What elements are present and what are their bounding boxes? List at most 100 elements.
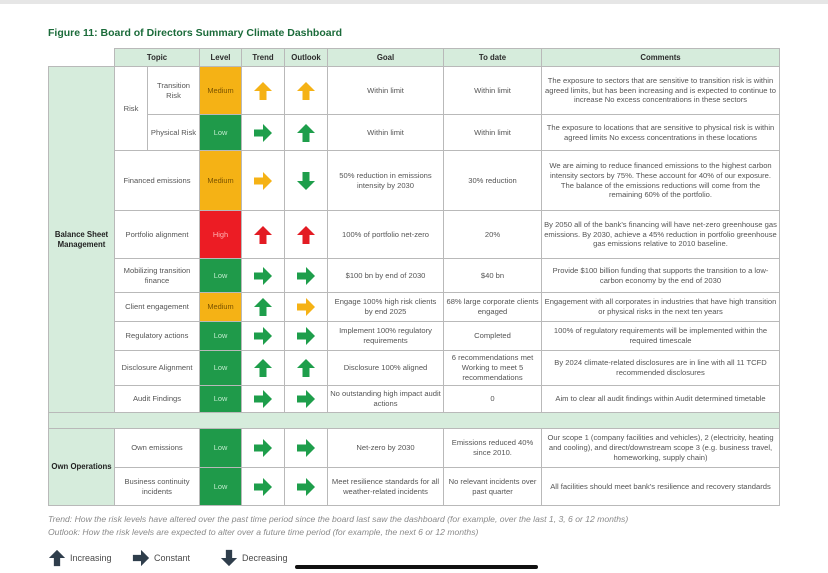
topic-cell: Business continuity incidents <box>114 467 200 506</box>
table-row: Mobilizing transition finance Low $100 bn … <box>49 258 780 293</box>
outlook-cell <box>284 150 328 211</box>
goal-cell: 100% of portfolio net-zero <box>327 210 444 259</box>
header-trend: Trend <box>241 48 285 67</box>
trend-cell <box>241 428 285 468</box>
outlook-cell <box>284 258 328 293</box>
legend-label: Decreasing <box>242 553 288 563</box>
comments-cell: We are aiming to reduce financed emissio… <box>541 150 780 211</box>
goal-cell: 50% reduction in emissions intensity by … <box>327 150 444 211</box>
trend-cell <box>241 385 285 413</box>
right-icon <box>254 390 272 408</box>
topic-cell: Own emissions <box>114 428 200 468</box>
header-topic: Topic <box>114 48 200 67</box>
spacer-cell <box>48 412 780 429</box>
up-icon <box>297 81 315 100</box>
level-cell: Low <box>199 428 242 468</box>
comments-cell: All facilities should meet bank's resili… <box>541 467 780 506</box>
right-icon <box>297 390 315 408</box>
right-icon <box>254 123 272 142</box>
topic-cell: Physical Risk <box>147 114 200 151</box>
down-icon <box>297 171 315 190</box>
trend-cell <box>241 350 285 386</box>
comments-cell: Provide $100 billion funding that suppor… <box>541 258 780 293</box>
section-label: Balance Sheet Management <box>48 66 115 413</box>
trend-note: Trend: How the risk levels have altered … <box>48 514 629 524</box>
outlook-cell <box>284 321 328 351</box>
comments-cell: Engagement with all corporates in indust… <box>541 292 780 322</box>
goal-cell: Disclosure 100% aligned <box>327 350 444 386</box>
topic-cell: Disclosure Alignment <box>114 350 200 386</box>
up-icon <box>297 123 315 142</box>
legend-item: Constant <box>132 549 190 567</box>
right-icon <box>254 439 272 457</box>
outlook-cell <box>284 467 328 506</box>
header-to-date: To date <box>443 48 542 67</box>
down-icon <box>220 549 238 567</box>
figure-title: Figure 11: Board of Directors Summary Cl… <box>48 27 343 39</box>
to-date-cell: Within limit <box>443 114 542 151</box>
topic-cell: Audit Findings <box>114 385 200 413</box>
header-level: Level <box>199 48 242 67</box>
to-date-cell: Within limit <box>443 66 542 115</box>
table-row: Disclosure Alignment Low Disclosure 100% a… <box>49 350 780 386</box>
outlook-cell <box>284 210 328 259</box>
outlook-cell <box>284 385 328 413</box>
goal-cell: No outstanding high impact audit actions <box>327 385 444 413</box>
scroll-indicator[interactable] <box>295 565 538 569</box>
to-date-cell: 6 recommendations met Working to meet 5 … <box>443 350 542 386</box>
level-cell: Medium <box>199 292 242 322</box>
comments-cell: Our scope 1 (company facilities and vehi… <box>541 428 780 468</box>
risk-group-label: Risk <box>114 66 148 151</box>
topic-cell: Transition Risk <box>147 66 200 115</box>
table-row: Portfolio alignment High 100% of portfolio… <box>49 210 780 259</box>
goal-cell: $100 bn by end of 2030 <box>327 258 444 293</box>
goal-cell: Net-zero by 2030 <box>327 428 444 468</box>
right-icon <box>297 477 315 496</box>
to-date-cell: Completed <box>443 321 542 351</box>
trend-cell <box>241 292 285 322</box>
comments-cell: Aim to clear all audit findings within A… <box>541 385 780 413</box>
topic-cell: Mobilizing transition finance <box>114 258 200 293</box>
up-icon <box>254 359 272 377</box>
section-spacer <box>48 412 780 429</box>
right-icon <box>254 171 272 190</box>
trend-cell <box>241 258 285 293</box>
climate-dashboard-table: Topic Level Trend Outlook Goal To date C… <box>48 48 780 506</box>
table-row: Client engagement Medium Engage 100% high … <box>49 292 780 322</box>
header-comments: Comments <box>541 48 780 67</box>
to-date-cell: Emissions reduced 40% since 2010. <box>443 428 542 468</box>
to-date-cell: 0 <box>443 385 542 413</box>
right-icon <box>297 439 315 457</box>
to-date-cell: 68% large corporate clients engaged <box>443 292 542 322</box>
right-icon <box>132 549 150 567</box>
header-blank <box>48 48 115 67</box>
to-date-cell: 30% reduction <box>443 150 542 211</box>
outlook-note: Outlook: How the risk levels are expecte… <box>48 527 479 537</box>
to-date-cell: 20% <box>443 210 542 259</box>
level-cell: Low <box>199 385 242 413</box>
level-cell: Medium <box>199 66 242 115</box>
comments-cell: By 2024 climate-related disclosures are … <box>541 350 780 386</box>
legend-item: Increasing <box>48 549 112 567</box>
outlook-cell <box>284 292 328 322</box>
legend-label: Increasing <box>70 553 112 563</box>
level-cell: Low <box>199 321 242 351</box>
up-icon <box>48 549 66 567</box>
footnotes: Trend: How the risk levels have altered … <box>48 513 628 539</box>
right-icon <box>297 327 315 345</box>
trend-cell <box>241 150 285 211</box>
right-icon <box>254 327 272 345</box>
goal-cell: Within limit <box>327 114 444 151</box>
level-cell: Medium <box>199 150 242 211</box>
legend-item: Decreasing <box>220 549 288 567</box>
up-icon <box>297 359 315 377</box>
outlook-cell <box>284 350 328 386</box>
up-icon <box>254 81 272 100</box>
section-label: Own Operations <box>48 428 115 506</box>
level-cell: Low <box>199 350 242 386</box>
goal-cell: Implement 100% regulatory requirements <box>327 321 444 351</box>
right-icon <box>297 266 315 285</box>
trend-cell <box>241 321 285 351</box>
topic-cell: Client engagement <box>114 292 200 322</box>
up-icon <box>254 225 272 244</box>
